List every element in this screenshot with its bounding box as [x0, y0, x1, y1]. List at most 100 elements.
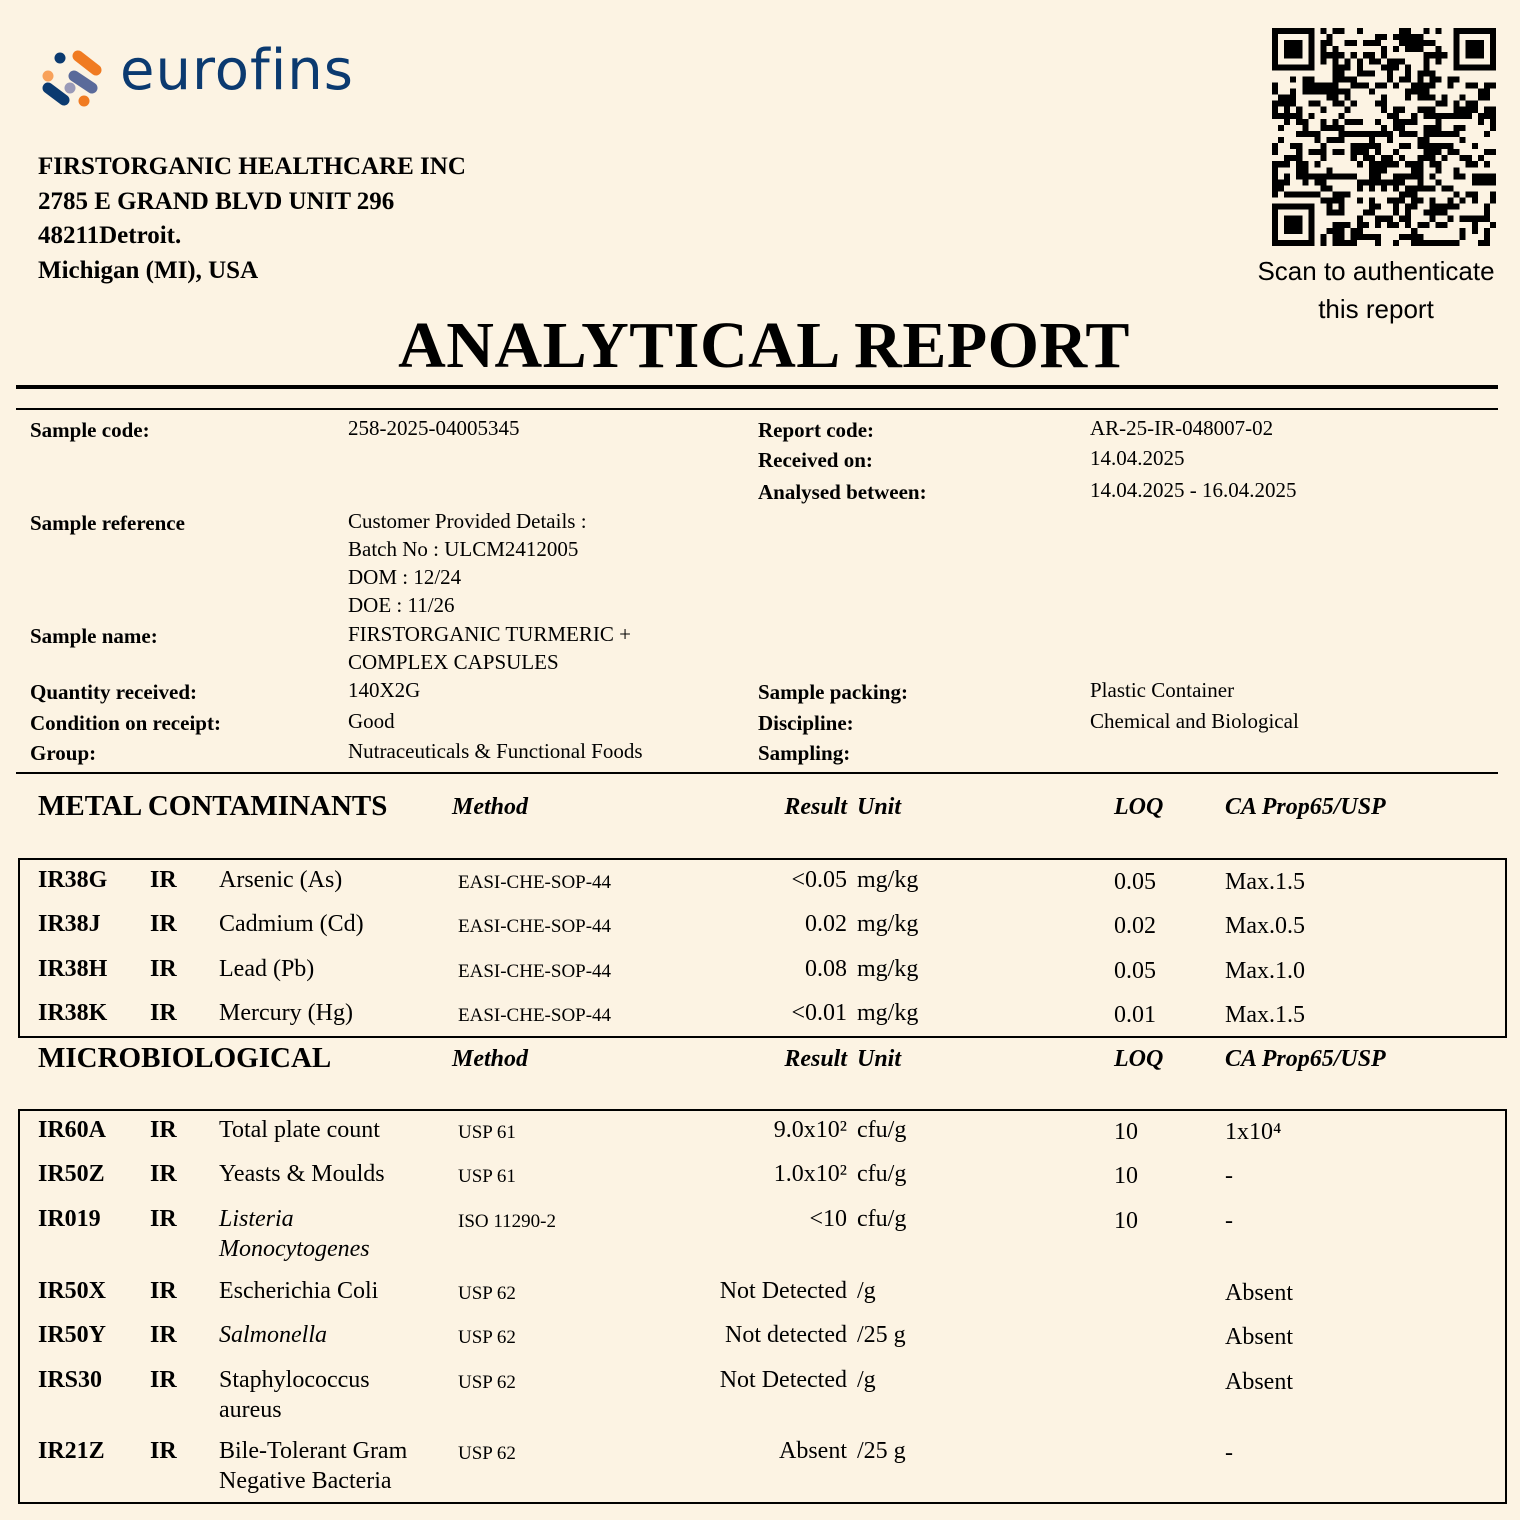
sample-reference-line: DOM : 12/24: [348, 565, 462, 589]
unit-value: mg/kg: [857, 956, 919, 982]
lab-code: IR: [150, 1000, 177, 1026]
lab-code: IR: [150, 1438, 177, 1464]
method-value: USP 62: [458, 1327, 516, 1348]
unit-value: /g: [857, 1278, 876, 1304]
lab-code: IR: [150, 1322, 177, 1348]
method-value: ISO 11290-2: [458, 1211, 556, 1232]
quantity-label: Quantity received:: [30, 680, 197, 704]
analyte-name: Cadmium (Cd): [219, 911, 364, 937]
limit-header: CA Prop65/USP: [1225, 1046, 1386, 1072]
quantity-value: 140X2G: [348, 678, 421, 702]
limit-value: -: [1225, 1208, 1233, 1234]
method-value: EASI-CHE-SOP-44: [458, 916, 612, 937]
loq-header: LOQ: [1114, 794, 1164, 820]
discipline-value: Chemical and Biological: [1090, 709, 1299, 733]
qr-caption-line2: this report: [1318, 294, 1434, 324]
results-table-box: [18, 1109, 1507, 1504]
lab-code: IR: [150, 911, 177, 937]
analyte-name: Mercury (Hg): [219, 1000, 353, 1026]
unit-value: cfu/g: [857, 1206, 907, 1232]
received-label: Received on:: [758, 448, 873, 472]
method-value: USP 62: [458, 1372, 516, 1393]
lab-code: IR: [150, 1278, 177, 1304]
result-value: <10: [809, 1206, 847, 1232]
condition-value: Good: [348, 709, 395, 733]
qr-code-icon[interactable]: [1272, 28, 1496, 246]
method-value: USP 62: [458, 1283, 516, 1304]
test-code: IRS30: [38, 1367, 103, 1393]
unit-value: mg/kg: [857, 1000, 919, 1026]
loq-value: 0.01: [1114, 1002, 1156, 1028]
sample-name-label: Sample name:: [30, 624, 158, 648]
analyte-name: Lead (Pb): [219, 956, 315, 982]
analyte-name: aureus: [219, 1397, 282, 1423]
loq-value: 0.05: [1114, 869, 1156, 895]
unit-value: /25 g: [857, 1438, 906, 1464]
result-value: <0.01: [791, 1000, 847, 1026]
lab-code: IR: [150, 956, 177, 982]
customer-address-city: 48211Detroit.: [38, 222, 182, 249]
packing-value: Plastic Container: [1090, 678, 1235, 702]
limit-value: 1x10⁴: [1225, 1119, 1282, 1145]
loq-value: 0.02: [1114, 913, 1156, 939]
analyte-name: Negative Bacteria: [219, 1468, 392, 1494]
sample-reference-line: DOE : 11/26: [348, 593, 455, 617]
limit-value: Max.1.0: [1225, 958, 1305, 984]
limit-value: Max.1.5: [1225, 1002, 1305, 1028]
customer-address-line: 2785 E GRAND BLVD UNIT 296: [38, 188, 395, 215]
result-value: Not Detected: [719, 1367, 847, 1393]
sample-name-line: FIRSTORGANIC TURMERIC +: [348, 622, 631, 646]
section-title: METAL CONTAMINANTS: [38, 790, 388, 822]
unit-value: /g: [857, 1367, 876, 1393]
sample-reference-label: Sample reference: [30, 511, 185, 535]
test-code: IR50X: [38, 1278, 107, 1304]
analyte-name: Salmonella: [219, 1322, 327, 1348]
test-code: IR50Y: [38, 1322, 107, 1348]
loq-value: 10: [1114, 1208, 1138, 1234]
unit-value: cfu/g: [857, 1117, 907, 1143]
lab-code: IR: [150, 1161, 177, 1187]
results-table-box: [18, 858, 1507, 1038]
analyte-name: Listeria: [219, 1206, 294, 1232]
customer-address-state: Michigan (MI), USA: [38, 257, 259, 284]
analyte-name: Arsenic (As): [219, 867, 343, 893]
test-code: IR38G: [38, 867, 108, 893]
group-value: Nutraceuticals & Functional Foods: [348, 739, 643, 763]
result-header: Result: [784, 794, 847, 820]
method-value: EASI-CHE-SOP-44: [458, 872, 612, 893]
limit-value: -: [1225, 1163, 1233, 1189]
lab-code: IR: [150, 1206, 177, 1232]
sample-code-value: 258-2025-04005345: [348, 416, 520, 440]
test-code: IR21Z: [38, 1438, 105, 1464]
test-code: IR019: [38, 1206, 101, 1232]
limit-value: -: [1225, 1440, 1233, 1466]
condition-label: Condition on receipt:: [30, 711, 221, 735]
page-title: ANALYTICAL REPORT: [398, 309, 1130, 382]
sample-name-line: COMPLEX CAPSULES: [348, 650, 559, 674]
limit-value: Absent: [1225, 1324, 1293, 1350]
sample-code-label: Sample code:: [30, 418, 150, 442]
method-value: USP 62: [458, 1443, 516, 1464]
eurofins-wordmark: eurofins: [120, 38, 354, 103]
analysed-label: Analysed between:: [758, 480, 927, 504]
method-header: Method: [452, 794, 529, 820]
result-value: 9.0x10²: [773, 1117, 847, 1143]
method-value: EASI-CHE-SOP-44: [458, 1005, 612, 1026]
test-code: IR60A: [38, 1117, 107, 1143]
info-bottom-divider: [16, 772, 1498, 774]
unit-value: mg/kg: [857, 867, 919, 893]
result-value: Not Detected: [719, 1278, 847, 1304]
customer-name: FIRSTORGANIC HEALTHCARE INC: [38, 153, 466, 180]
limit-header: CA Prop65/USP: [1225, 794, 1386, 820]
unit-header: Unit: [857, 1046, 902, 1072]
unit-value: /25 g: [857, 1322, 906, 1348]
qr-caption-line1: Scan to authenticate: [1257, 256, 1495, 286]
sample-reference-line: Batch No : ULCM2412005: [348, 537, 579, 561]
method-header: Method: [452, 1046, 529, 1072]
result-value: <0.05: [791, 867, 847, 893]
discipline-label: Discipline:: [758, 711, 854, 735]
method-value: EASI-CHE-SOP-44: [458, 961, 612, 982]
result-value: 0.02: [805, 911, 847, 937]
analyte-name: Escherichia Coli: [219, 1278, 379, 1304]
report-code-label: Report code:: [758, 418, 875, 442]
